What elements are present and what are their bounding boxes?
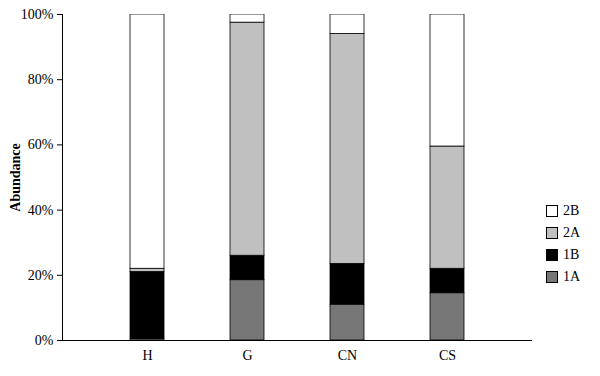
svg-text:0%: 0%	[35, 333, 54, 348]
html-text:2B: 2B	[563, 203, 580, 218]
svg-text:CN: CN	[338, 348, 357, 363]
svg-text:40%: 40%	[28, 203, 54, 218]
svg-text:H: H	[142, 348, 152, 363]
html-text:1A: 1A	[563, 269, 581, 284]
svg-text:CS: CS	[439, 348, 456, 363]
svg-text:20%: 20%	[28, 268, 54, 283]
svg-text:Abundance: Abundance	[8, 143, 23, 211]
svg-text:100%: 100%	[21, 7, 54, 22]
svg-text:G: G	[242, 348, 252, 363]
svg-text:80%: 80%	[28, 72, 54, 87]
svg-text:60%: 60%	[28, 137, 54, 152]
html-text:1B: 1B	[563, 247, 580, 262]
html-text:2A: 2A	[563, 225, 581, 240]
